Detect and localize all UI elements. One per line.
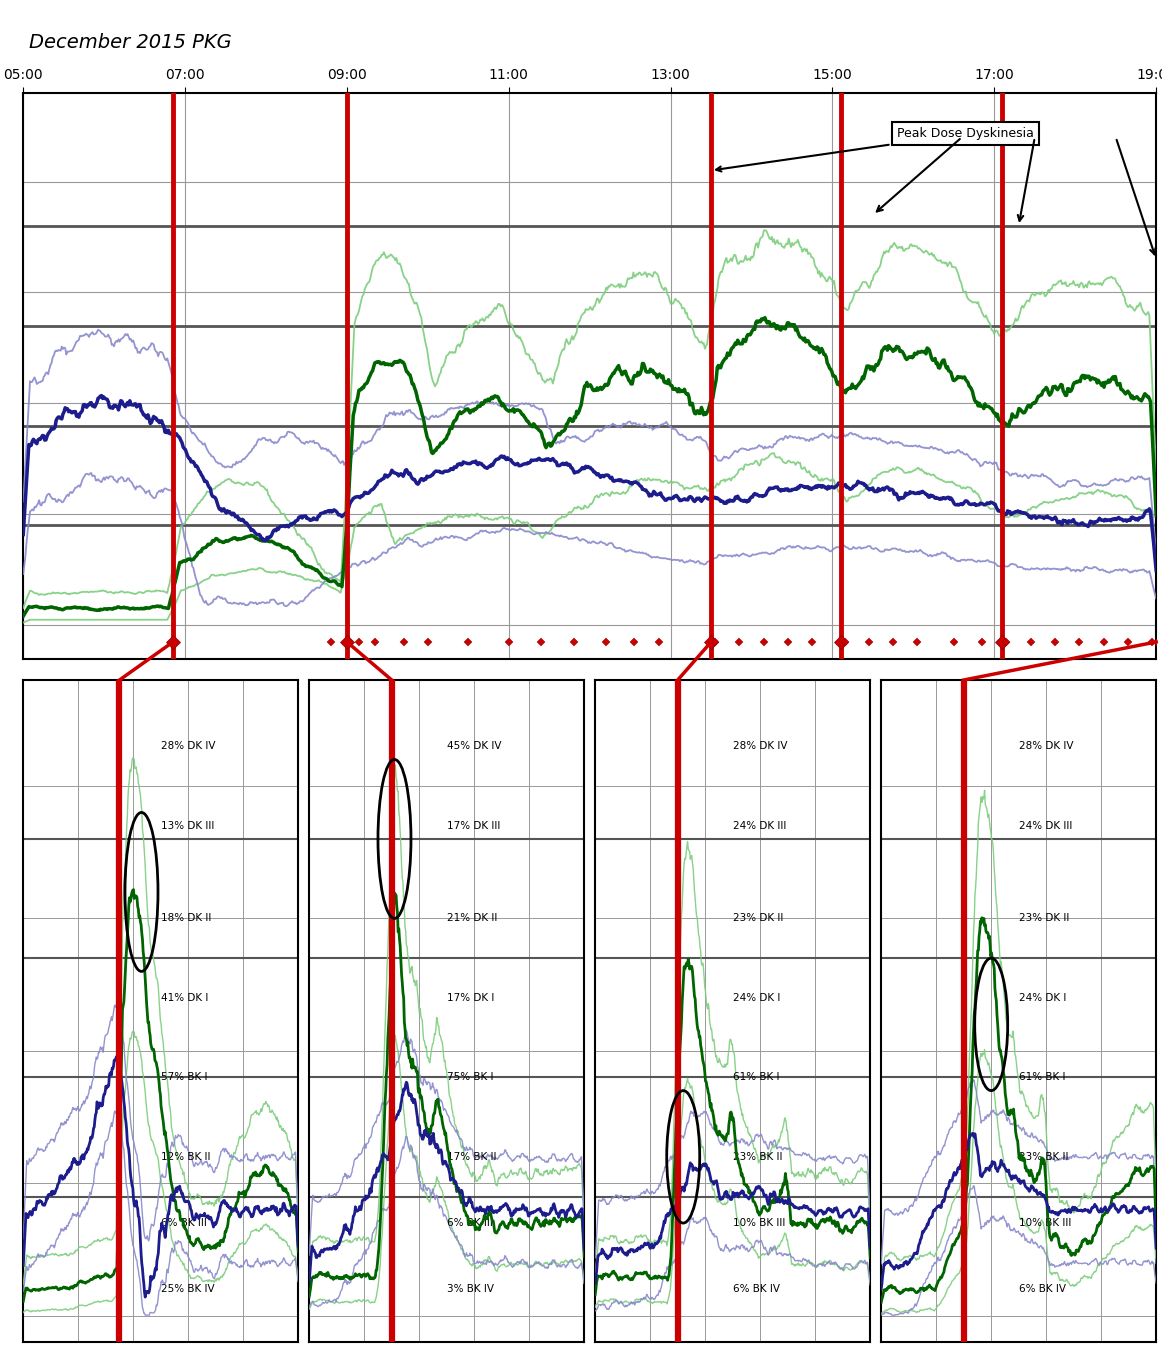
Text: 17% BK II: 17% BK II bbox=[446, 1152, 496, 1161]
Text: 28% DK IV: 28% DK IV bbox=[160, 741, 215, 751]
Text: 75% BK I: 75% BK I bbox=[446, 1072, 493, 1082]
Text: 23% DK II: 23% DK II bbox=[1019, 913, 1069, 924]
Text: 57% BK I: 57% BK I bbox=[160, 1072, 207, 1082]
Text: 28% DK IV: 28% DK IV bbox=[733, 741, 787, 751]
Text: 41% DK I: 41% DK I bbox=[160, 993, 208, 1002]
Text: 24% DK III: 24% DK III bbox=[733, 820, 786, 831]
Text: Peak Dose Dyskinesia: Peak Dose Dyskinesia bbox=[716, 127, 1034, 171]
Text: 17% DK I: 17% DK I bbox=[446, 993, 494, 1002]
Text: 24% DK I: 24% DK I bbox=[733, 993, 780, 1002]
Text: 61% BK I: 61% BK I bbox=[1019, 1072, 1066, 1082]
Text: 12% BK II: 12% BK II bbox=[160, 1152, 210, 1161]
Text: 6% BK III: 6% BK III bbox=[446, 1218, 493, 1228]
Text: 18% DK II: 18% DK II bbox=[160, 913, 211, 924]
Text: 10% BK III: 10% BK III bbox=[1019, 1218, 1071, 1228]
Text: 23% BK II: 23% BK II bbox=[1019, 1152, 1068, 1161]
Text: 17% DK III: 17% DK III bbox=[446, 820, 500, 831]
Text: 23% DK II: 23% DK II bbox=[733, 913, 783, 924]
Text: 23% BK II: 23% BK II bbox=[733, 1152, 782, 1161]
Text: 28% DK IV: 28% DK IV bbox=[1019, 741, 1074, 751]
Text: 21% DK II: 21% DK II bbox=[446, 913, 497, 924]
Text: 6% BK IV: 6% BK IV bbox=[1019, 1284, 1066, 1294]
Text: December 2015 PKG: December 2015 PKG bbox=[29, 32, 231, 51]
Text: 6% BK IV: 6% BK IV bbox=[733, 1284, 780, 1294]
Text: 25% BK IV: 25% BK IV bbox=[160, 1284, 214, 1294]
Text: 3% BK IV: 3% BK IV bbox=[446, 1284, 494, 1294]
Text: 24% DK I: 24% DK I bbox=[1019, 993, 1066, 1002]
Text: 24% DK III: 24% DK III bbox=[1019, 820, 1073, 831]
Text: 13% DK III: 13% DK III bbox=[160, 820, 214, 831]
Text: 10% BK III: 10% BK III bbox=[733, 1218, 786, 1228]
Text: 6% BK III: 6% BK III bbox=[160, 1218, 207, 1228]
Text: 45% DK IV: 45% DK IV bbox=[446, 741, 501, 751]
Text: 61% BK I: 61% BK I bbox=[733, 1072, 780, 1082]
